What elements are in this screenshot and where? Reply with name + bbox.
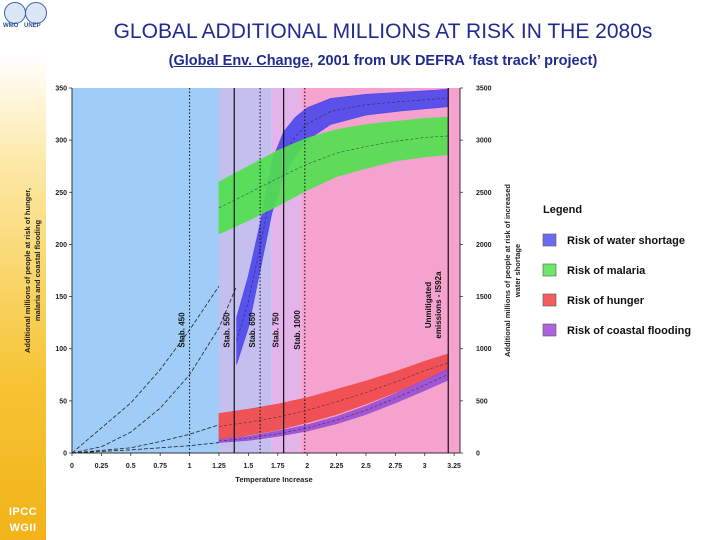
legend-label-risk-of-water-shortage: Risk of water shortage xyxy=(567,235,685,247)
x-axis-label: Temperature Increase xyxy=(235,475,312,484)
page-title: GLOBAL ADDITIONAL MILLIONS AT RISK IN TH… xyxy=(113,20,653,43)
y-right-tick-label: 500 xyxy=(476,398,488,405)
subtitle-rest: , 2001 from UK DEFRA ‘fast track’ projec… xyxy=(309,53,598,69)
stab-label-stab-1000: Stab. 1000 xyxy=(293,310,302,350)
stab-label-unmitigated: Unmitigatedemissions - IS92a xyxy=(424,271,443,339)
projection-risk-of-water-shortage xyxy=(71,285,237,454)
x-tick-label: 1.25 xyxy=(212,463,226,470)
projection-risk-of-hunger xyxy=(71,424,220,454)
y-left-tick-label: 50 xyxy=(59,398,67,405)
stab-label-stab-450: Stab. 450 xyxy=(178,312,187,348)
side-bar xyxy=(0,0,46,540)
legend-label-risk-of-coastal-flooding: Risk of coastal flooding xyxy=(567,325,691,337)
legend-swatch-risk-of-malaria xyxy=(542,263,557,277)
legend-swatch-risk-of-water-shortage xyxy=(542,233,557,247)
footer-ipcc: IPCC xyxy=(8,506,38,518)
wmo-logo-text: WMO xyxy=(3,23,19,29)
x-tick-label: 2.75 xyxy=(389,463,403,470)
stab-label-unmitigated-line: emissions - IS92a xyxy=(434,271,443,339)
x-tick-label: 1.75 xyxy=(271,463,285,470)
x-tick-label: 3.25 xyxy=(447,463,461,470)
x-tick-label: 0.5 xyxy=(126,463,136,470)
projection-risk-of-coastal-flooding xyxy=(71,442,220,454)
y-right-tick-label: 2000 xyxy=(476,242,492,249)
y-right-tick-label: 1000 xyxy=(476,346,492,353)
stab-label-stab-750: Stab. 750 xyxy=(272,312,281,348)
y-left-tick-label: 250 xyxy=(55,190,67,197)
y-left-tick-label: 300 xyxy=(55,138,67,145)
y-right-tick-label: 0 xyxy=(476,451,480,458)
y-axis-right-label-line: Additional millions of people at risk of… xyxy=(503,184,512,357)
x-tick-label: 2.25 xyxy=(330,463,344,470)
legend-title: Legend xyxy=(543,204,582,216)
x-tick-label: 0 xyxy=(70,463,74,470)
subtitle-journal: Global Env. Change xyxy=(173,53,310,69)
projection-risk-of-malaria xyxy=(71,285,220,454)
legend-swatch-risk-of-hunger xyxy=(542,293,557,307)
x-tick-label: 0.75 xyxy=(153,463,167,470)
x-tick-label: 2.5 xyxy=(361,463,371,470)
x-tick-label: 0.25 xyxy=(95,463,109,470)
legend-label-risk-of-malaria: Risk of malaria xyxy=(567,265,646,277)
y-axis-left-label-line: Additional millions of people at risk of… xyxy=(23,188,32,353)
background-band-0 xyxy=(72,88,219,453)
x-tick-label: 2 xyxy=(305,463,309,470)
y-right-tick-label: 3000 xyxy=(476,138,492,145)
legend-label-risk-of-hunger: Risk of hunger xyxy=(567,295,645,307)
legend-swatch-risk-of-coastal-flooding xyxy=(542,323,557,337)
page-subtitle: (Global Env. Change, 2001 from UK DEFRA … xyxy=(50,53,716,69)
stab-label-stab-650: Stab. 650 xyxy=(248,312,257,348)
stab-label-stab-550: Stab. 550 xyxy=(222,312,231,348)
y-axis-right-label-line: water shortage xyxy=(513,244,522,298)
subtitle-open: ( xyxy=(168,53,174,69)
central-line-risk-of-hunger xyxy=(218,362,449,427)
central-line-risk-of-water-shortage xyxy=(236,97,449,341)
y-left-tick-label: 150 xyxy=(55,294,67,301)
y-right-tick-label: 1500 xyxy=(476,294,492,301)
y-axis-left-label: Additional millions of people at risk of… xyxy=(23,188,42,353)
stab-label-unmitigated-line: Unmitigated xyxy=(424,282,433,328)
unep-logo-text: UNEP xyxy=(24,23,41,29)
y-left-tick-label: 350 xyxy=(55,86,67,93)
y-left-tick-label: 0 xyxy=(63,451,67,458)
y-axis-right-label: Additional millions of people at risk of… xyxy=(503,184,522,357)
unep-logo xyxy=(25,2,47,24)
x-tick-label: 3 xyxy=(423,463,427,470)
footer-wgii: WGII xyxy=(9,522,37,534)
y-left-tick-label: 200 xyxy=(55,242,67,249)
background-band-1 xyxy=(218,88,272,453)
y-right-tick-label: 3500 xyxy=(476,86,492,93)
y-axis-left-label-line: malaria and coastal flooding xyxy=(33,219,42,321)
x-tick-label: 1.5 xyxy=(243,463,253,470)
x-tick-label: 1 xyxy=(188,463,192,470)
y-left-tick-label: 100 xyxy=(55,346,67,353)
y-right-tick-label: 2500 xyxy=(476,190,492,197)
